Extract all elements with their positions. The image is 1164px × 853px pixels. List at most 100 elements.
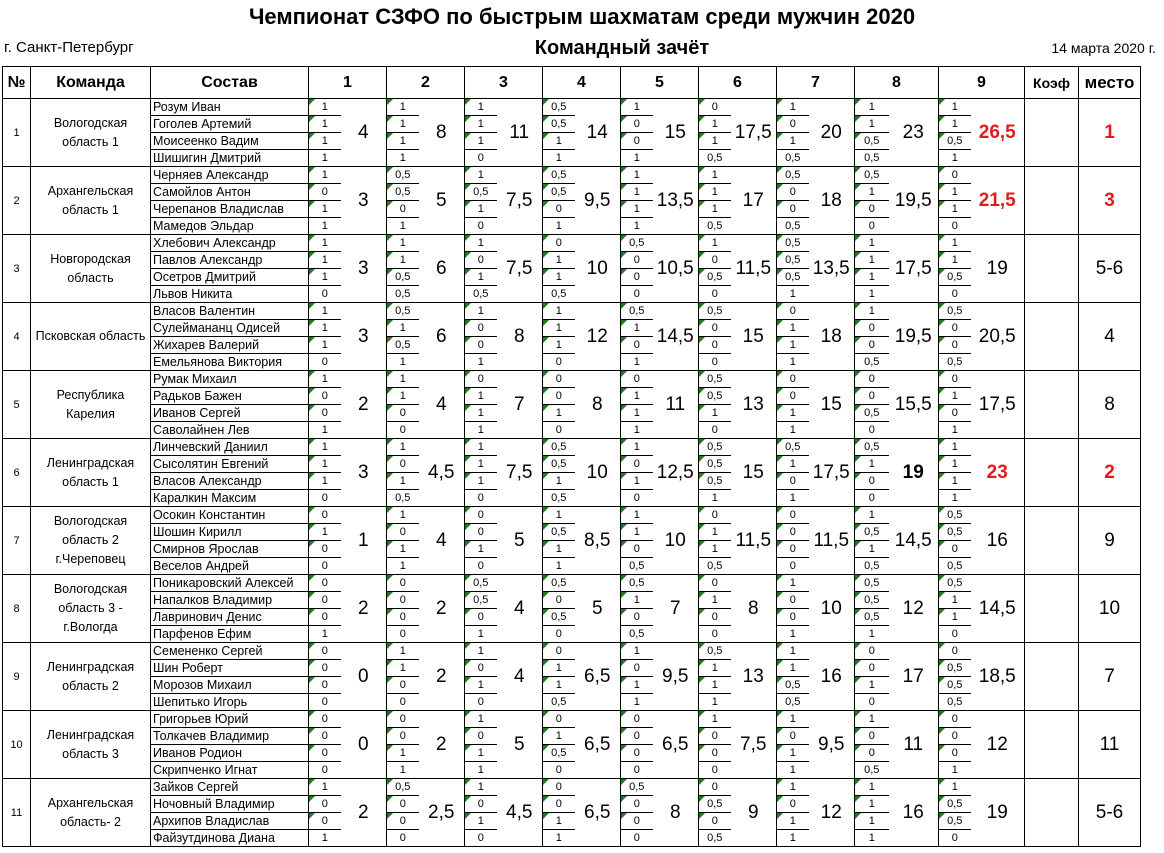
game-score: 0,5 bbox=[386, 489, 419, 507]
game-score: 1 bbox=[776, 642, 809, 660]
game-score: 0,5 bbox=[776, 693, 809, 711]
player-row: Файзутдинова Диана 1 0 0 1 0 0,5 1 1 0 bbox=[3, 829, 1141, 847]
round-total: 6,5 bbox=[574, 642, 621, 711]
game-score: 1 bbox=[542, 404, 575, 422]
game-score: 1 bbox=[308, 166, 341, 184]
game-score: 1 bbox=[776, 132, 809, 150]
team-name: Псковская область bbox=[30, 302, 151, 371]
game-score: 0,5 bbox=[776, 251, 809, 269]
city-label: г. Санкт-Петербург bbox=[4, 39, 134, 56]
game-score: 0 bbox=[620, 829, 653, 847]
game-score: 0 bbox=[776, 506, 809, 524]
round-total: 17,5 bbox=[970, 370, 1025, 439]
game-score: 1 bbox=[938, 761, 971, 779]
round-total: 18 bbox=[808, 166, 855, 235]
game-score: 0,5 bbox=[542, 744, 575, 762]
game-score: 0 bbox=[938, 710, 971, 728]
game-score: 0 bbox=[464, 523, 497, 541]
game-score: 0 bbox=[938, 285, 971, 303]
game-score: 1 bbox=[542, 149, 575, 167]
round-total: 7,5 bbox=[496, 438, 543, 507]
game-score: 1 bbox=[620, 166, 653, 184]
game-score: 1 bbox=[938, 778, 971, 796]
game-score: 1 bbox=[776, 778, 809, 796]
player-row: Иванов Сергей 0 0 1 1 1 1 1 0,5 0 bbox=[3, 404, 1141, 422]
game-score: 1 bbox=[464, 778, 497, 796]
game-score: 0 bbox=[854, 472, 889, 490]
game-score: 1 bbox=[698, 404, 731, 422]
round-total: 2 bbox=[418, 642, 465, 711]
game-score: 0 bbox=[938, 727, 971, 745]
game-score: 0,5 bbox=[542, 693, 575, 711]
game-score: 0 bbox=[620, 608, 653, 626]
team-place: 3 bbox=[1078, 166, 1141, 235]
game-score: 1 bbox=[938, 115, 971, 133]
round-total: 10,5 bbox=[652, 234, 699, 303]
player-name: Каралкин Максим bbox=[150, 489, 309, 507]
round-total: 12 bbox=[808, 778, 855, 847]
game-score: 0,5 bbox=[698, 557, 731, 575]
game-score: 0 bbox=[938, 217, 971, 235]
game-score: 0 bbox=[854, 319, 889, 337]
game-score: 1 bbox=[776, 98, 809, 116]
game-score: 1 bbox=[542, 659, 575, 677]
coef-cell bbox=[1024, 710, 1079, 779]
round-total: 9,5 bbox=[652, 642, 699, 711]
col-team: Команда bbox=[30, 66, 151, 99]
game-score: 0,5 bbox=[542, 455, 575, 473]
round-total: 5 bbox=[418, 166, 465, 235]
game-score: 1 bbox=[464, 268, 497, 286]
game-score: 0 bbox=[776, 302, 809, 320]
game-score: 0 bbox=[464, 370, 497, 388]
team-name: Республика Карелия bbox=[30, 370, 151, 439]
game-score: 1 bbox=[620, 387, 653, 405]
col-round-9: 9 bbox=[938, 66, 1025, 99]
game-score: 0,5 bbox=[938, 659, 971, 677]
round-total: 4 bbox=[418, 370, 465, 439]
game-score: 1 bbox=[464, 421, 497, 439]
game-score: 0 bbox=[620, 659, 653, 677]
game-score: 1 bbox=[938, 98, 971, 116]
game-score: 0,5 bbox=[776, 268, 809, 286]
round-total: 12,5 bbox=[652, 438, 699, 507]
game-score: 1 bbox=[698, 659, 731, 677]
game-score: 0 bbox=[386, 574, 419, 592]
round-total: 20 bbox=[808, 98, 855, 167]
round-total: 17 bbox=[730, 166, 777, 235]
round-total: 8 bbox=[418, 98, 465, 167]
game-score: 0 bbox=[938, 642, 971, 660]
game-score: 0 bbox=[464, 727, 497, 745]
player-name: Смирнов Ярослав bbox=[150, 540, 309, 558]
game-score: 0 bbox=[854, 217, 889, 235]
player-row: Шишигин Дмитрий 1 1 0 1 1 0,5 0,5 0,5 1 bbox=[3, 149, 1141, 167]
game-score: 1 bbox=[542, 829, 575, 847]
game-score: 0 bbox=[308, 557, 341, 575]
game-score: 1 bbox=[464, 387, 497, 405]
game-score: 0 bbox=[308, 285, 341, 303]
game-score: 1 bbox=[620, 353, 653, 371]
game-score: 1 bbox=[776, 489, 809, 507]
round-total: 10 bbox=[574, 234, 621, 303]
round-total: 13 bbox=[730, 642, 777, 711]
game-score: 1 bbox=[386, 149, 419, 167]
round-total: 10 bbox=[574, 438, 621, 507]
game-score: 0 bbox=[386, 812, 419, 830]
game-score: 0 bbox=[308, 642, 341, 660]
game-score: 0 bbox=[698, 744, 731, 762]
game-score: 0 bbox=[308, 540, 341, 558]
player-name: Скрипченко Игнат bbox=[150, 761, 309, 779]
game-score: 0 bbox=[854, 659, 889, 677]
game-score: 0 bbox=[308, 574, 341, 592]
player-row: Мамедов Эльдар 1 1 0 1 1 0,5 0,5 0 0 bbox=[3, 217, 1141, 235]
game-score: 1 bbox=[464, 625, 497, 643]
game-score: 1 bbox=[386, 557, 419, 575]
game-score: 1 bbox=[308, 370, 341, 388]
game-score: 1 bbox=[938, 421, 971, 439]
player-name: Веселов Андрей bbox=[150, 557, 309, 575]
game-score: 1 bbox=[776, 659, 809, 677]
player-row: Смирнов Ярослав 0 1 1 1 0 1 0 1 0 bbox=[3, 540, 1141, 558]
player-name: Шишигин Дмитрий bbox=[150, 149, 309, 167]
game-score: 0 bbox=[386, 608, 419, 626]
game-score: 1 bbox=[542, 217, 575, 235]
round-total: 12 bbox=[970, 710, 1025, 779]
